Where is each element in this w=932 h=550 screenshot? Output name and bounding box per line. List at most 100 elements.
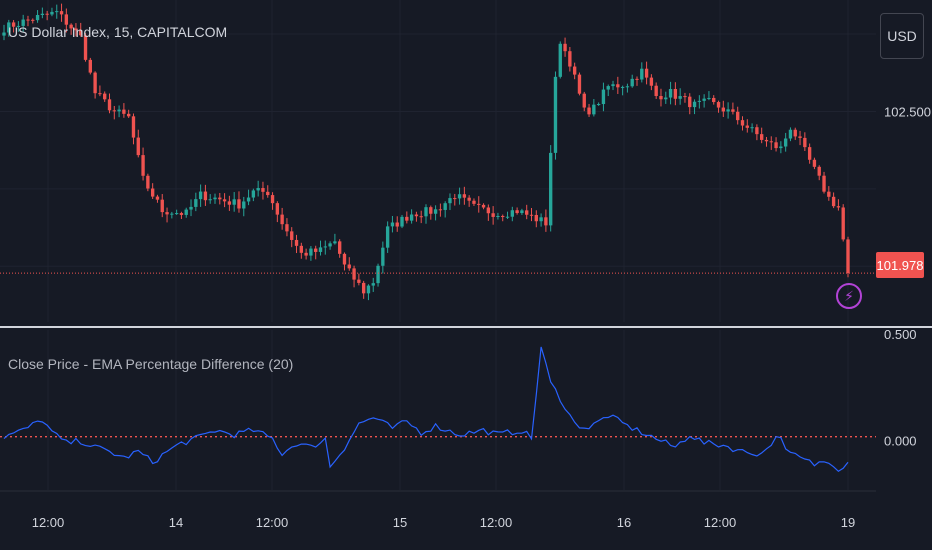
candle-body — [79, 30, 83, 36]
candle-body — [572, 66, 577, 75]
candle-body — [59, 11, 64, 15]
candle-body — [64, 14, 69, 25]
candle-body — [242, 201, 246, 209]
candle-body — [290, 231, 294, 240]
candle-body — [745, 125, 749, 128]
candle-body — [501, 215, 505, 217]
candle-body — [807, 147, 812, 160]
candle-body — [179, 213, 184, 215]
candle-body — [45, 13, 49, 15]
chart-title[interactable]: US Dollar Index, 15, CAPITALCOM — [8, 24, 228, 40]
candle-body — [457, 194, 462, 199]
candle-body — [798, 136, 802, 138]
candle-body — [760, 134, 764, 140]
candle-body — [222, 199, 227, 202]
candle-body — [659, 95, 663, 100]
candle-body — [529, 214, 534, 216]
candle-body — [261, 188, 265, 192]
candle-body — [103, 93, 107, 100]
time-tick-label: 15 — [393, 515, 407, 530]
indicator-title[interactable]: Close Price - EMA Percentage Difference … — [8, 356, 294, 372]
candle-body — [836, 206, 841, 208]
candle-body — [644, 68, 649, 78]
candle-body — [218, 197, 222, 200]
candle-body — [755, 127, 759, 135]
candle-body — [150, 188, 155, 197]
candle-body — [491, 213, 495, 217]
indicator-axis[interactable]: 0.500 0.000 — [884, 327, 917, 449]
candle-body — [477, 203, 481, 205]
candle-body — [697, 100, 702, 102]
candle-body — [141, 155, 145, 176]
candle-body — [486, 207, 491, 214]
candle-body — [462, 194, 467, 198]
lightning-bolt-icon[interactable]: ⚡ — [836, 283, 862, 309]
candle-body — [414, 214, 419, 217]
candle-body — [707, 97, 711, 99]
price-tick-label: 102.500 — [884, 104, 931, 119]
candle-body — [146, 175, 150, 189]
candle-body — [544, 217, 548, 226]
candle-body — [750, 127, 754, 129]
candle-body — [625, 86, 630, 88]
candle-body — [688, 96, 692, 108]
candle-body — [740, 120, 745, 126]
candle-body — [395, 222, 399, 227]
candle-body — [155, 196, 160, 200]
candle-body — [774, 142, 778, 149]
time-axis[interactable]: 12:00 14 12:00 15 12:00 16 12:00 19 — [32, 515, 856, 530]
candle-body — [654, 85, 658, 96]
candle-body — [721, 107, 725, 112]
candle-body — [582, 93, 586, 108]
candle-body — [467, 197, 471, 201]
candle-body — [342, 253, 347, 265]
candle-body — [50, 11, 54, 15]
price-axis[interactable]: 102.500 — [884, 104, 931, 119]
candle-body — [803, 137, 807, 148]
currency-button[interactable]: USD — [880, 13, 924, 59]
candle-body — [309, 248, 313, 256]
grid-lines — [0, 0, 876, 490]
candle-body — [827, 191, 831, 197]
candle-body — [606, 86, 610, 90]
candle-body — [616, 84, 620, 88]
candle-body — [472, 200, 476, 204]
candle-body — [553, 76, 558, 153]
candle-body — [366, 285, 371, 294]
candle-body — [783, 138, 788, 147]
candle-body — [136, 137, 140, 156]
candle-body — [280, 214, 284, 225]
candle-body — [357, 279, 361, 283]
candle-body — [213, 197, 217, 200]
candle-body — [361, 282, 366, 294]
candle-body — [21, 19, 25, 26]
candle-body — [371, 283, 375, 286]
candle-body — [405, 216, 409, 221]
candle-body — [620, 86, 625, 88]
last-price-tag: 101.978 — [876, 252, 924, 278]
candle-body — [505, 216, 510, 218]
candle-body — [736, 111, 740, 121]
candle-body — [601, 89, 606, 105]
candle-body — [338, 241, 342, 254]
candle-body — [841, 207, 845, 240]
candle-body — [779, 146, 783, 149]
time-tick-label: 12:00 — [256, 515, 289, 530]
candle-body — [203, 191, 208, 201]
candle-body — [112, 110, 116, 112]
candle-body — [385, 226, 390, 248]
candle-body — [160, 199, 164, 213]
candle-body — [122, 109, 126, 114]
candle-body — [453, 198, 457, 200]
candle-body — [649, 77, 654, 86]
indicator-tick-label: 0.000 — [884, 434, 917, 449]
candle-body — [664, 97, 668, 100]
candle-body — [31, 19, 35, 21]
candle-body — [304, 252, 308, 256]
candle-body — [764, 139, 769, 142]
candle-body — [549, 152, 553, 226]
candle-body — [127, 113, 131, 117]
candle-body — [846, 239, 850, 274]
time-tick-label: 12:00 — [480, 515, 513, 530]
